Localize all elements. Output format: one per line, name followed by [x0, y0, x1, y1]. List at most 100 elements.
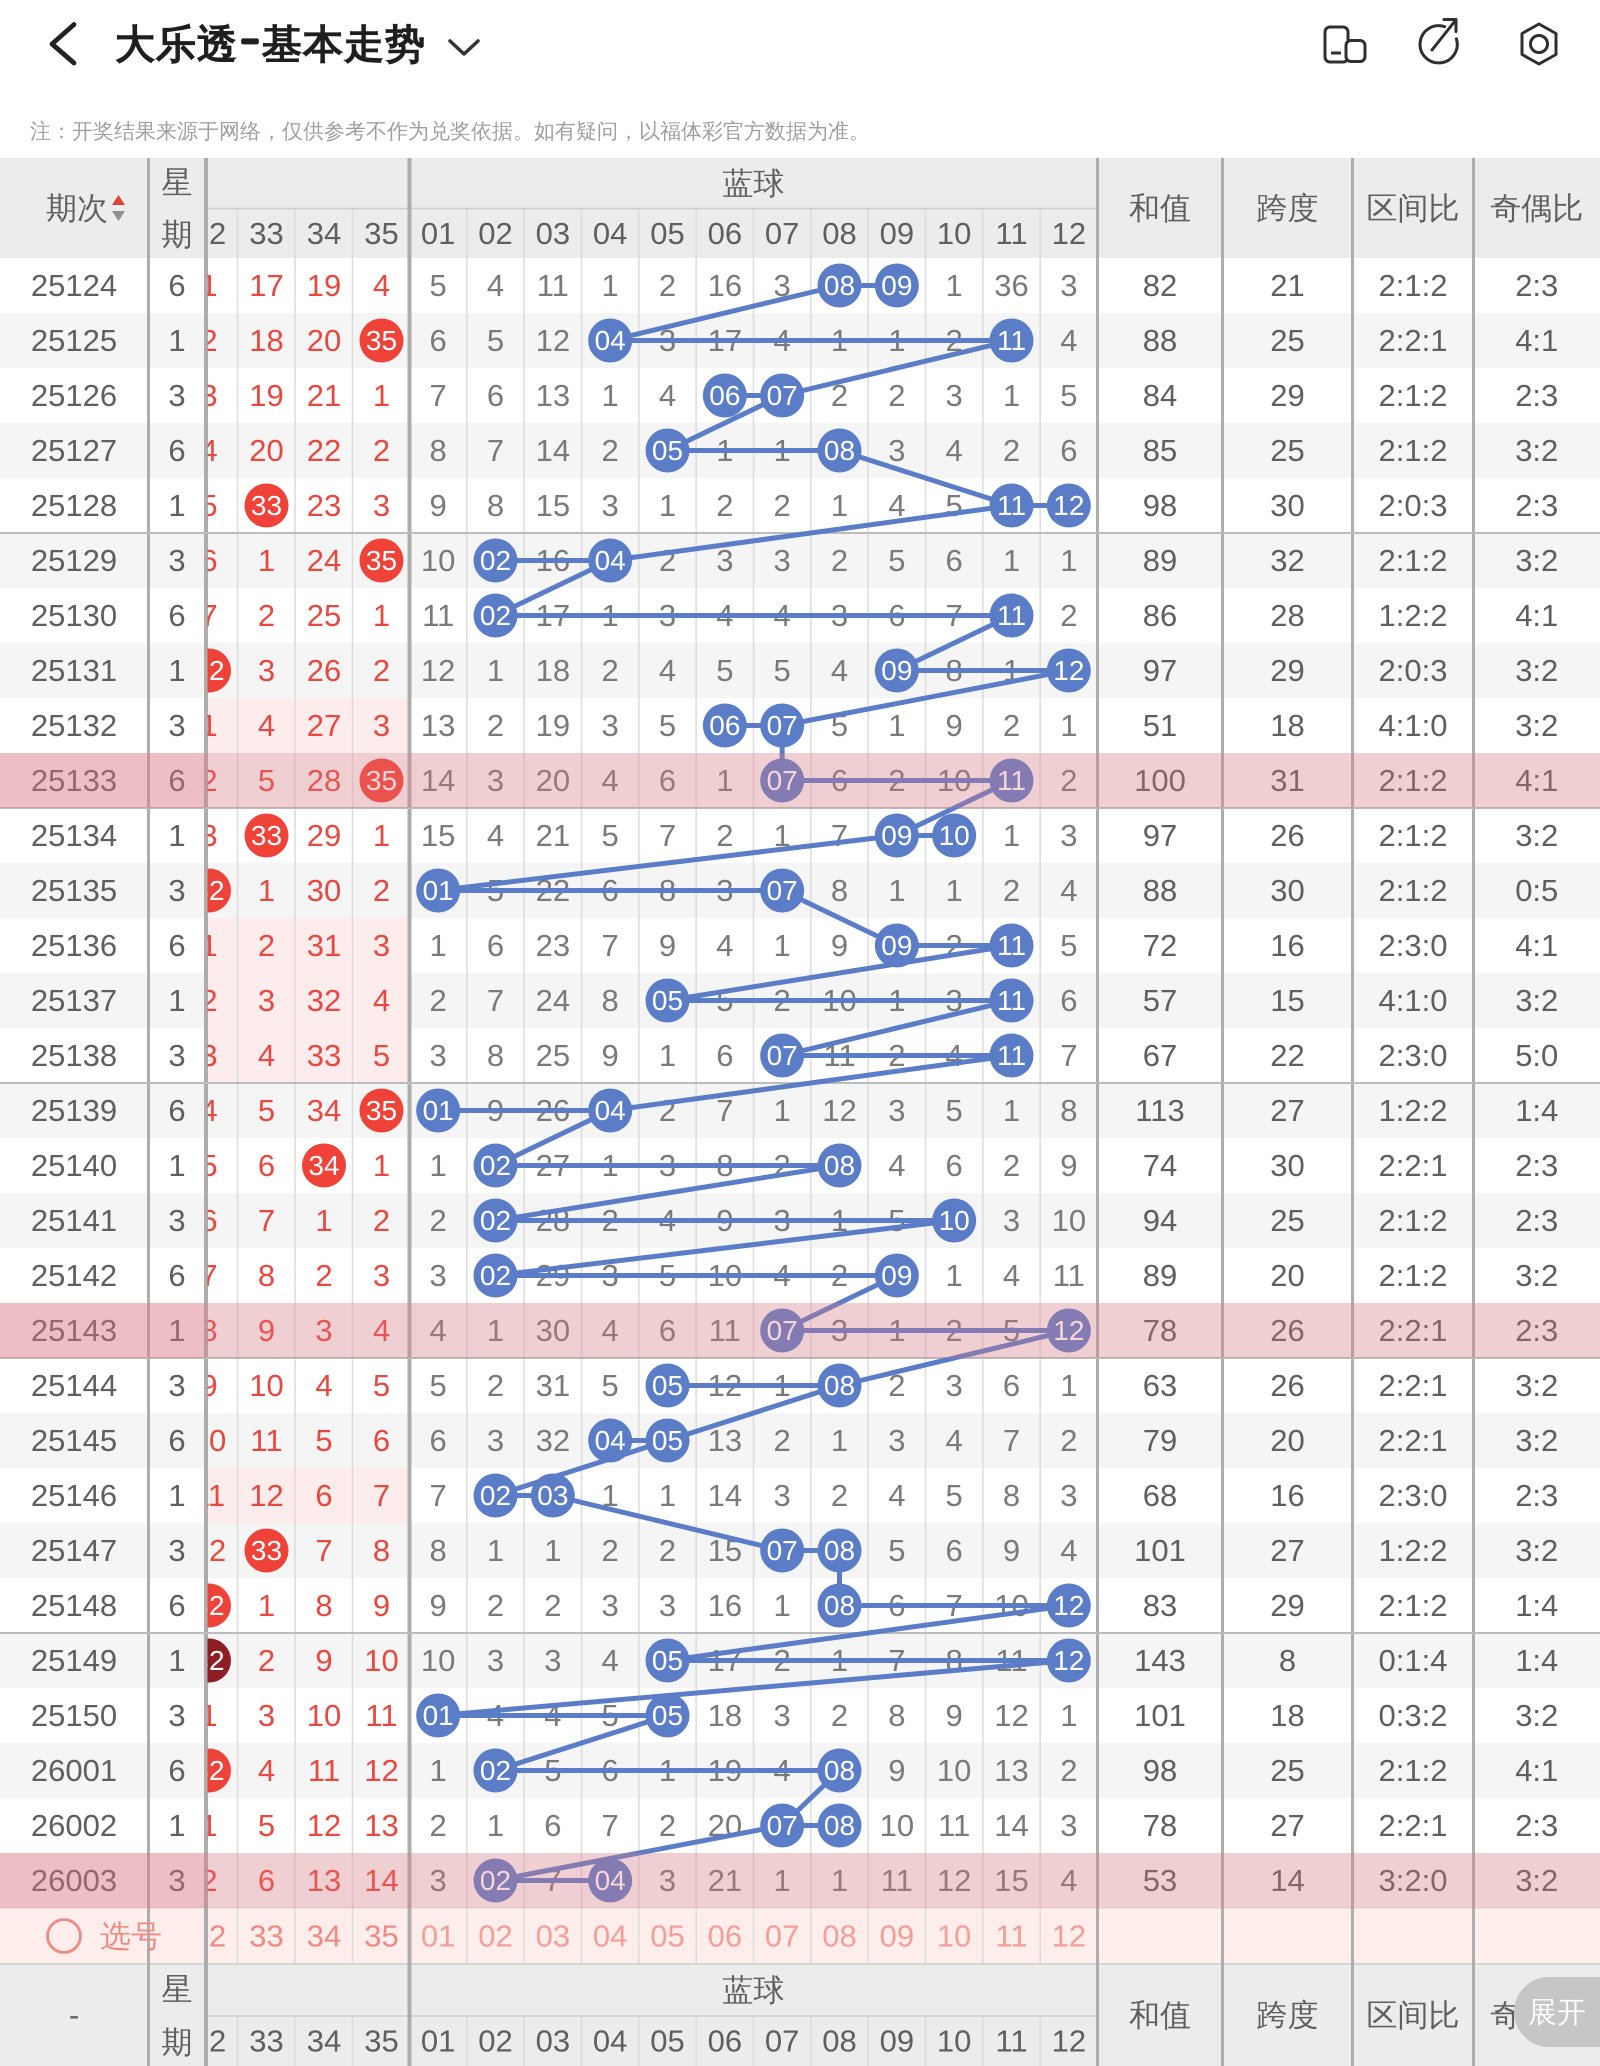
svg-text:25134: 25134: [31, 818, 117, 853]
svg-text:4:1:0: 4:1:0: [1379, 708, 1448, 743]
svg-text:2:0:3: 2:0:3: [1379, 653, 1448, 688]
svg-text:2: 2: [373, 653, 390, 688]
svg-text:143: 143: [1134, 1643, 1186, 1678]
svg-text:7: 7: [200, 598, 217, 633]
svg-text:16: 16: [1270, 1478, 1304, 1513]
svg-text:78: 78: [1143, 1808, 1177, 1843]
svg-text:10: 10: [364, 1643, 398, 1678]
svg-text:06: 06: [708, 216, 742, 251]
svg-text:2:3: 2:3: [1515, 1313, 1558, 1348]
svg-text:32: 32: [536, 1423, 570, 1458]
svg-text:5: 5: [946, 488, 963, 523]
svg-text:3: 3: [1060, 268, 1077, 303]
svg-text:25137: 25137: [31, 983, 117, 1018]
svg-text:5: 5: [946, 1093, 963, 1128]
svg-text:25138: 25138: [31, 1038, 117, 1073]
svg-text:32: 32: [193, 875, 224, 906]
svg-text:32: 32: [193, 1645, 224, 1676]
svg-text:10: 10: [937, 1753, 971, 1788]
svg-text:11: 11: [422, 598, 454, 633]
svg-text:2: 2: [1060, 1423, 1077, 1458]
svg-text:1: 1: [373, 378, 390, 413]
svg-text:4:1: 4:1: [1515, 1753, 1558, 1788]
svg-text:27: 27: [1270, 1808, 1304, 1843]
svg-text:01: 01: [423, 1700, 454, 1731]
svg-text:5: 5: [487, 323, 504, 358]
svg-text:3:2: 3:2: [1515, 1258, 1558, 1293]
svg-text:20: 20: [307, 323, 341, 358]
svg-text:57: 57: [1143, 983, 1177, 1018]
svg-text:6: 6: [200, 543, 217, 578]
svg-text:2:2:1: 2:2:1: [1379, 323, 1448, 358]
svg-text:25: 25: [536, 1038, 570, 1073]
svg-text:11: 11: [881, 1863, 913, 1898]
svg-text:06: 06: [709, 710, 740, 741]
svg-text:1: 1: [373, 1148, 390, 1183]
svg-text:29: 29: [1270, 378, 1304, 413]
svg-text:26: 26: [1270, 1313, 1304, 1348]
svg-text:3: 3: [544, 1643, 561, 1678]
svg-text:0:3:2: 0:3:2: [1379, 1698, 1448, 1733]
svg-text:4:1: 4:1: [1515, 763, 1558, 798]
svg-text:2: 2: [774, 1423, 791, 1458]
svg-text:4: 4: [659, 653, 676, 688]
svg-text:68: 68: [1143, 1478, 1177, 1513]
svg-text:1: 1: [168, 488, 185, 523]
svg-text:11: 11: [709, 1313, 741, 1348]
svg-text:25131: 25131: [31, 653, 117, 688]
svg-text:6: 6: [168, 268, 185, 303]
svg-text:21: 21: [307, 378, 341, 413]
svg-text:25133: 25133: [31, 763, 117, 798]
svg-text:2: 2: [1003, 708, 1020, 743]
svg-text:6: 6: [487, 928, 504, 963]
svg-text:22: 22: [1270, 1038, 1304, 1073]
svg-text:7: 7: [430, 1478, 447, 1513]
svg-text:17: 17: [249, 268, 283, 303]
svg-text:04: 04: [593, 2024, 627, 2059]
svg-text:32: 32: [193, 1755, 224, 1786]
svg-text:01: 01: [421, 1919, 455, 1954]
svg-text:02: 02: [480, 1755, 511, 1786]
svg-text:3: 3: [315, 1313, 332, 1348]
svg-text:98: 98: [1143, 488, 1177, 523]
svg-text:26002: 26002: [31, 1808, 117, 1843]
svg-text:10: 10: [307, 1698, 341, 1733]
svg-text:20: 20: [249, 433, 283, 468]
svg-text:2: 2: [544, 1588, 561, 1623]
svg-text:21: 21: [536, 818, 570, 853]
svg-text:30: 30: [307, 873, 341, 908]
svg-text:09: 09: [880, 1919, 914, 1954]
svg-text:04: 04: [595, 1425, 626, 1456]
svg-text:33: 33: [249, 1919, 283, 1954]
svg-text:2: 2: [1003, 873, 1020, 908]
svg-text:3: 3: [774, 1478, 791, 1513]
svg-text:4:1:0: 4:1:0: [1379, 983, 1448, 1018]
svg-text:01: 01: [423, 875, 454, 906]
svg-text:04: 04: [595, 545, 626, 576]
svg-text:2: 2: [1060, 1753, 1077, 1788]
svg-text:3: 3: [200, 818, 217, 853]
svg-text:6: 6: [168, 433, 185, 468]
svg-text:2: 2: [373, 1203, 390, 1238]
svg-text:3: 3: [430, 1038, 447, 1073]
svg-text:19: 19: [536, 708, 570, 743]
svg-text:25147: 25147: [31, 1533, 117, 1568]
svg-text:1: 1: [258, 543, 275, 578]
svg-text:5: 5: [373, 1368, 390, 1403]
svg-text:97: 97: [1143, 653, 1177, 688]
svg-text:4: 4: [1060, 873, 1077, 908]
svg-text:09: 09: [880, 2024, 914, 2059]
svg-text:2: 2: [258, 1643, 275, 1678]
svg-text:6: 6: [430, 1423, 447, 1458]
svg-text:03: 03: [536, 216, 570, 251]
svg-text:8: 8: [315, 1588, 332, 1623]
svg-text:1: 1: [774, 1863, 791, 1898]
svg-text:9: 9: [258, 1313, 275, 1348]
svg-text:6: 6: [200, 1203, 217, 1238]
svg-text:32: 32: [192, 2024, 226, 2059]
svg-text:3: 3: [888, 433, 905, 468]
svg-text:3: 3: [168, 1203, 185, 1238]
svg-text:3:2: 3:2: [1515, 1533, 1558, 1568]
svg-text:1: 1: [659, 1478, 676, 1513]
svg-text:08: 08: [822, 216, 856, 251]
